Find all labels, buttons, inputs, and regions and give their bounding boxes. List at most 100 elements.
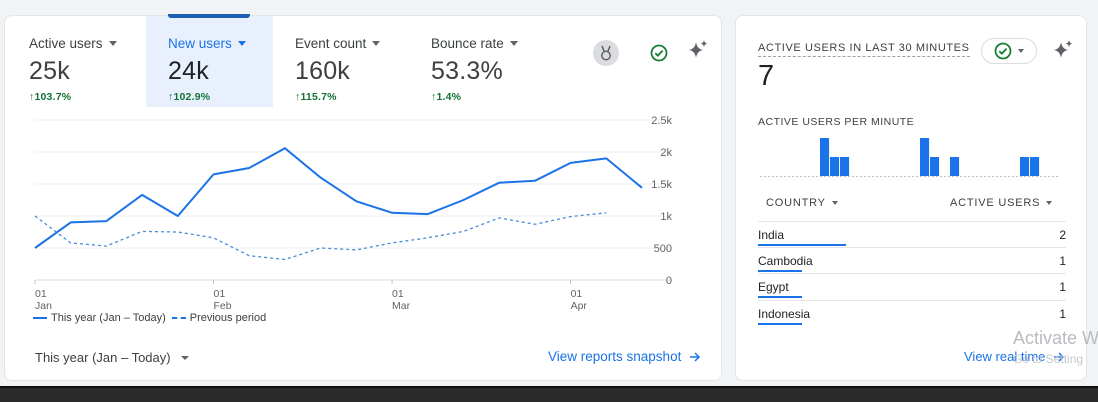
per-minute-bar [840,157,850,176]
chevron-down-icon [1046,201,1053,205]
x-tick-day: 01 [214,288,226,300]
realtime-value: 7 [758,60,775,92]
x-tick-month: Mar [392,300,411,312]
per-minute-bar [920,138,930,176]
date-range-select[interactable]: This year (Jan – Today) [35,350,189,365]
chevron-down-icon [509,41,518,46]
metric-value: 24k [168,57,209,85]
country-name: India [758,228,785,242]
chevron-down-icon [237,41,246,46]
y-tick-label: 500 [654,243,672,255]
view-reports-snapshot-link[interactable]: View reports snapshot [548,349,701,364]
per-minute-bar [1030,157,1040,176]
overview-card: Active users 25k ↑103.7% New users 24k ↑… [4,14,722,381]
arrow-right-icon [690,351,701,362]
country-count: 1 [1059,280,1066,294]
x-tick-day: 01 [35,288,47,300]
country-name: Indonesia [758,307,811,321]
per-minute-bar [930,157,940,176]
table-row[interactable]: Egypt 1 [758,273,1066,299]
view-real-time-link[interactable]: View real time [964,349,1065,364]
metric-tab-bounce-rate[interactable]: Bounce rate 53.3% ↑1.4% [409,16,549,107]
chevron-down-icon [831,201,838,205]
metric-tab-new-users[interactable]: New users 24k ↑102.9% [146,14,273,107]
y-tick-label: 2k [660,147,672,159]
series-line-this-year [34,147,643,249]
activation-watermark-title: Activate W [1013,328,1098,348]
chart-grid [35,119,673,281]
y-tick-label: 1.5k [651,179,672,191]
chart-legend: This year (Jan – Today) Previous period [33,312,266,324]
country-header-label: COUNTRY [766,197,826,209]
country-count: 1 [1059,254,1066,268]
x-tick-month: Apr [571,300,588,312]
table-row[interactable]: Cambodia 1 [758,247,1066,273]
country-count: 1 [1059,307,1066,321]
x-tick-month: Jan [35,300,52,312]
check-circle-icon [994,42,1012,60]
check-circle-icon[interactable] [648,42,670,64]
chevron-down-icon [180,355,189,360]
metric-value: 25k [29,57,70,85]
arrow-up-icon: ↑ [29,91,35,103]
metric-label: Bounce rate [431,36,504,51]
chart-series [34,147,643,261]
country-name: Cambodia [758,254,813,268]
metric-value: 160k [295,57,351,85]
metric-tab-active-users[interactable]: Active users 25k ↑103.7% [5,16,145,107]
legend-previous-period: Previous period [189,312,267,324]
realtime-title[interactable]: ACTIVE USERS IN LAST 30 MINUTES [758,42,970,57]
legend-swatch-dashed [171,317,186,319]
metric-label: New users [168,36,232,51]
x-tick-month: Feb [214,300,232,312]
activation-watermark-subtitle: Go to Setting [1013,352,1084,366]
arrow-up-icon: ↑ [168,91,174,103]
legend-this-year: This year (Jan – Today) [51,312,166,324]
per-minute-bar-chart [760,138,1060,177]
metric-tab-event-count[interactable]: Event count 160k ↑115.7% [273,16,409,107]
realtime-link-label: View real time [964,349,1046,364]
arrow-right-icon [1054,351,1065,362]
series-line-previous-period [34,212,607,261]
country-name: Egypt [758,280,789,294]
per-minute-label: ACTIVE USERS PER MINUTE [758,116,915,128]
metric-change: 103.7% [34,91,72,103]
metric-change: 102.9% [173,91,211,103]
chevron-down-icon [1018,49,1024,53]
realtime-status-dropdown[interactable] [981,38,1037,64]
snapshot-link-label: View reports snapshot [548,349,682,364]
x-tick-day: 01 [392,288,404,300]
medal-icon[interactable] [593,40,619,66]
users-header-label: ACTIVE USERS [950,197,1041,209]
metric-change: 115.7% [300,91,337,103]
y-axis: 2.5k 2k 1.5k 1k 500 0 [651,115,672,287]
sparkle-icon[interactable] [685,38,711,64]
table-row[interactable]: Indonesia 1 [758,300,1066,326]
chevron-down-icon [108,41,117,46]
y-tick-label: 1k [660,211,672,223]
selected-indicator [168,14,250,18]
taskbar [0,386,1098,402]
active-users-column-header[interactable]: ACTIVE USERS [950,197,1053,209]
country-count: 2 [1059,228,1066,242]
country-column-header[interactable]: COUNTRY [766,197,838,209]
chevron-down-icon [372,41,381,46]
metric-value: 53.3% [431,57,503,85]
per-minute-bar [830,157,840,176]
arrow-up-icon: ↑ [295,91,301,103]
country-share-bar [758,296,802,298]
y-tick-label: 0 [666,275,672,287]
metric-change: 1.4% [436,91,462,103]
per-minute-bar [950,157,960,176]
per-minute-bar [820,138,830,176]
country-share-bar [758,323,802,325]
arrow-up-icon: ↑ [431,91,437,103]
per-minute-bar [1020,157,1030,176]
metric-label: Event count [295,36,367,51]
legend-swatch-solid [33,317,47,319]
date-range-label: This year (Jan – Today) [35,350,171,365]
sparkle-icon[interactable] [1050,38,1076,64]
table-row[interactable]: India 2 [758,221,1066,247]
